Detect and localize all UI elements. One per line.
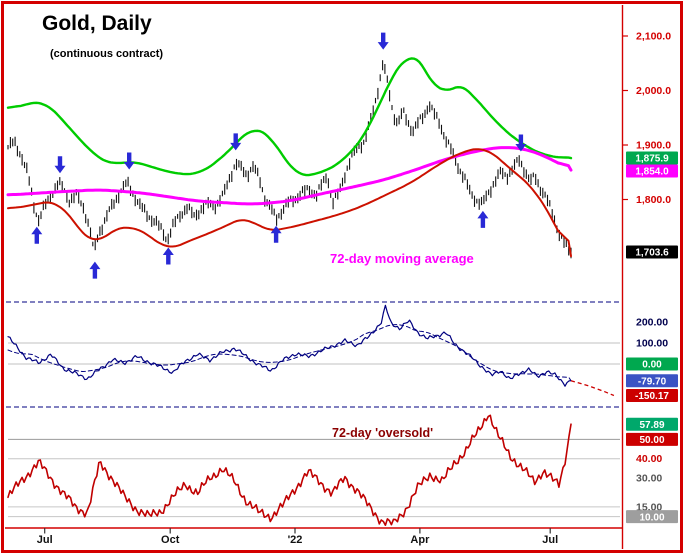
y-axis-tick-label: 2,000.0 xyxy=(636,85,671,97)
momentum-lines xyxy=(7,304,615,397)
value-box-threshold-10 xyxy=(626,510,678,524)
value-box-label: 57.89 xyxy=(639,420,664,431)
up-arrow-icon xyxy=(162,247,174,265)
value-box-label: 1,703.6 xyxy=(635,248,669,259)
value-box-momentum xyxy=(626,374,678,388)
momentum-projection-line xyxy=(570,380,615,397)
value-box-label: -79.70 xyxy=(638,376,667,387)
value-box-label: 1,854.0 xyxy=(635,167,669,178)
lower-band-line xyxy=(7,148,572,258)
y-axis-tick-label: 1,800.0 xyxy=(636,194,671,206)
value-box-label: 50.00 xyxy=(639,435,664,446)
chart-subtitle: (continuous contract) xyxy=(50,48,163,60)
up-arrow-icon xyxy=(477,210,489,228)
oversold-lines xyxy=(7,414,572,527)
y-axis-tick-label: 2,100.0 xyxy=(636,31,671,43)
up-arrow-icon xyxy=(270,225,282,243)
chart-title: Gold, Daily xyxy=(42,12,152,35)
price-bars xyxy=(7,60,572,259)
x-axis-label: Jul xyxy=(37,534,53,546)
momentum-signal-line xyxy=(7,324,572,382)
value-box-label: 1,875.9 xyxy=(635,154,669,165)
up-arrow-icon xyxy=(89,261,101,279)
value-box-upper-band xyxy=(626,151,678,165)
y-axis-tick-label: 30.00 xyxy=(636,473,662,485)
overlay-lines xyxy=(6,57,573,258)
down-arrow-icon xyxy=(54,156,66,174)
momentum-line xyxy=(7,304,572,387)
y-axis-tick-label: 100.00 xyxy=(636,338,668,350)
down-arrow-icon xyxy=(377,32,389,50)
x-axis-label: '22 xyxy=(288,534,303,546)
y-axis-tick-label: 40.00 xyxy=(636,453,662,465)
value-box-threshold-50 xyxy=(626,432,678,446)
down-arrow-icon xyxy=(515,134,527,152)
x-axis-label: Apr xyxy=(410,534,430,546)
x-axis-label: Oct xyxy=(161,534,180,546)
y-axis-tick-label: 200.00 xyxy=(636,317,668,329)
value-box-ma xyxy=(626,164,678,178)
signal-arrows xyxy=(31,32,527,279)
value-box-last-price xyxy=(626,245,678,259)
value-box-label: 0.00 xyxy=(642,360,662,371)
value-box-oversold-current xyxy=(626,417,678,431)
ma-annotation: 72-day moving average xyxy=(330,251,474,266)
down-arrow-icon xyxy=(123,152,135,170)
value-box-label: 10.00 xyxy=(639,512,664,523)
ma-72-day-line xyxy=(6,146,573,206)
upper-band-line xyxy=(6,57,573,177)
down-arrow-icon xyxy=(230,133,242,151)
x-axis-label: Jul xyxy=(542,534,558,546)
up-arrow-icon xyxy=(31,226,43,244)
oversold-line xyxy=(7,414,572,527)
value-box-projection xyxy=(626,389,678,402)
y-axis-tick-label: 1,900.0 xyxy=(636,140,671,152)
oversold-annotation: 72-day 'oversold' xyxy=(332,426,433,440)
oversold-gridlines xyxy=(8,438,620,518)
momentum-gridlines xyxy=(8,342,620,365)
value-box-zero xyxy=(626,357,678,371)
value-box-label: -150.17 xyxy=(635,391,669,402)
